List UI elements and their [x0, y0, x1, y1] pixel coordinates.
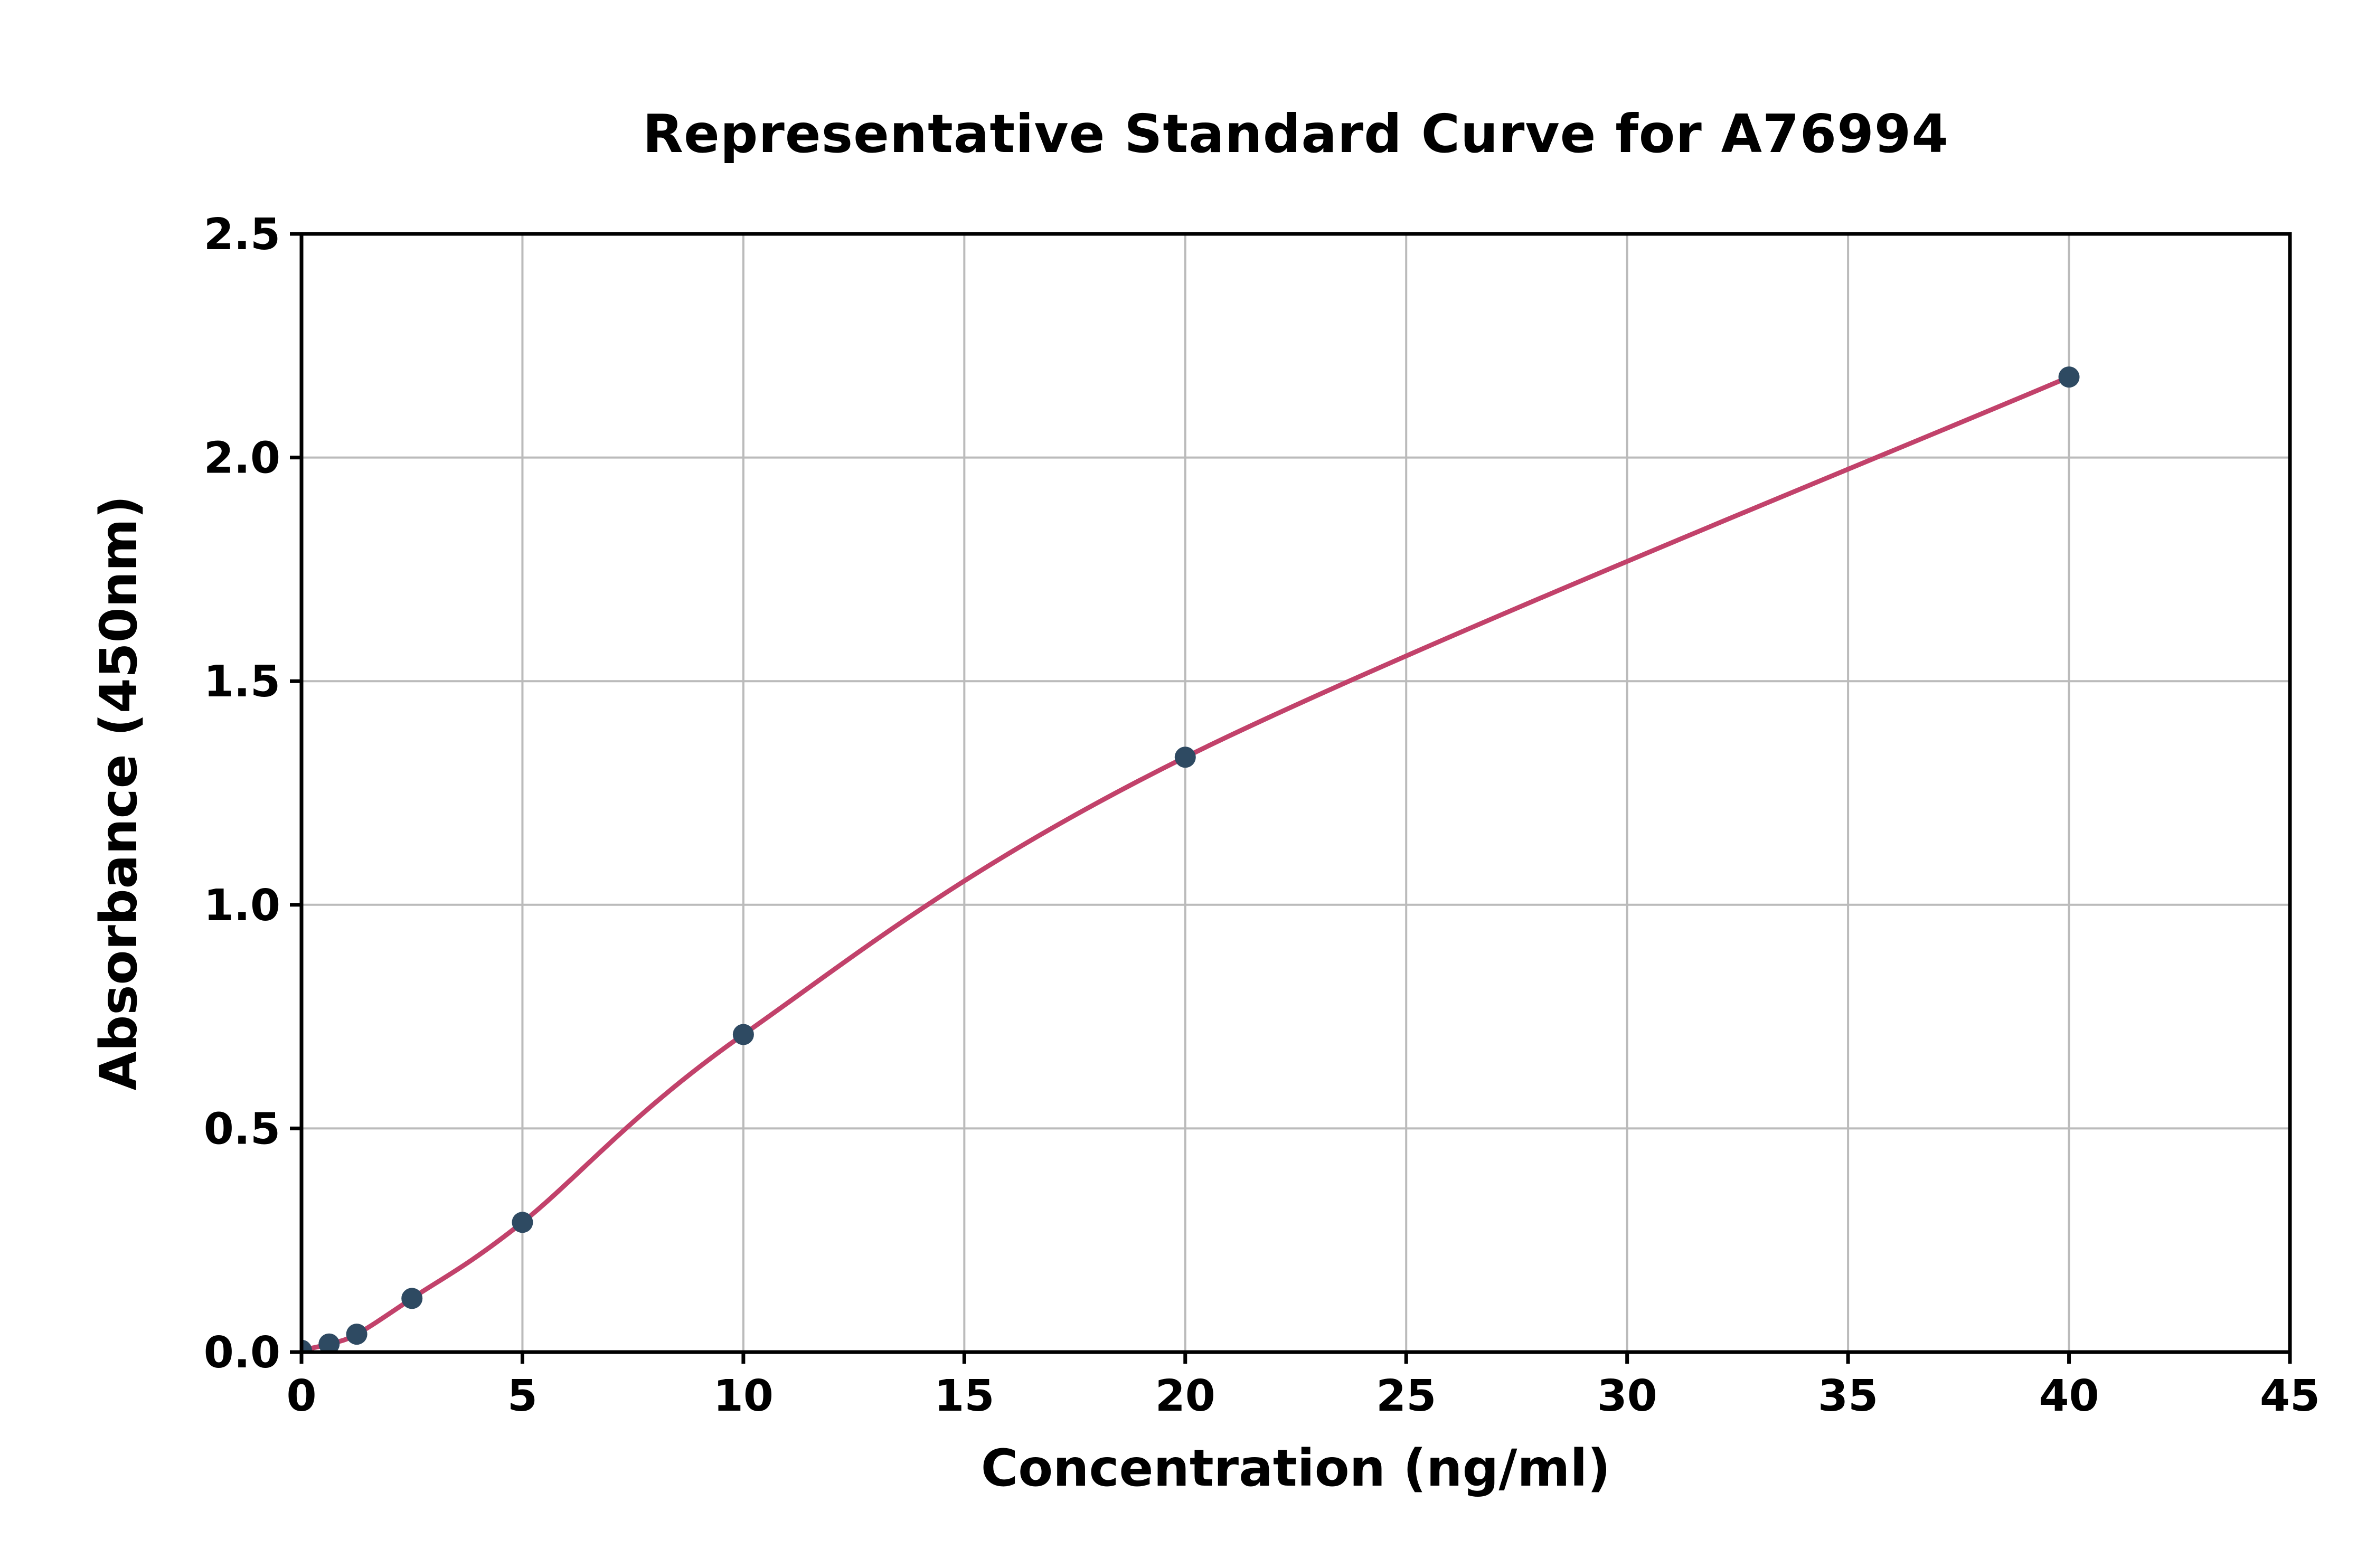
y-tick-label: 2.5	[204, 210, 280, 260]
x-tick-label: 5	[507, 1371, 538, 1421]
x-tick-label: 0	[286, 1371, 316, 1421]
y-tick-label: 0.0	[204, 1328, 280, 1378]
data-point-marker	[2058, 366, 2080, 388]
x-tick-label: 30	[1597, 1371, 1657, 1421]
data-point-marker	[1174, 747, 1196, 768]
data-point-marker	[301, 1339, 312, 1352]
x-tick-label: 40	[2039, 1371, 2099, 1421]
x-tick-label: 25	[1376, 1371, 1436, 1421]
y-tick-label: 1.5	[204, 657, 280, 707]
data-point-marker	[346, 1324, 367, 1345]
x-tick-label: 20	[1155, 1371, 1215, 1421]
y-tick-label: 0.5	[204, 1104, 280, 1154]
data-point-marker	[401, 1288, 423, 1309]
chart-title: Representative Standard Curve for A76994	[643, 103, 1949, 165]
x-tick-label: 10	[713, 1371, 774, 1421]
x-tick-label: 45	[2260, 1371, 2320, 1421]
data-point-marker	[732, 1024, 754, 1045]
x-axis-label: Concentration (ng/ml)	[980, 1439, 1611, 1498]
data-point-marker	[318, 1333, 340, 1352]
y-tick-label: 2.0	[204, 433, 280, 484]
data-point-marker	[512, 1212, 533, 1233]
axes-border	[299, 232, 2292, 1354]
x-tick-label: 35	[1818, 1371, 1878, 1421]
x-tick-label: 15	[934, 1371, 994, 1421]
y-tick-label: 1.0	[204, 881, 280, 931]
